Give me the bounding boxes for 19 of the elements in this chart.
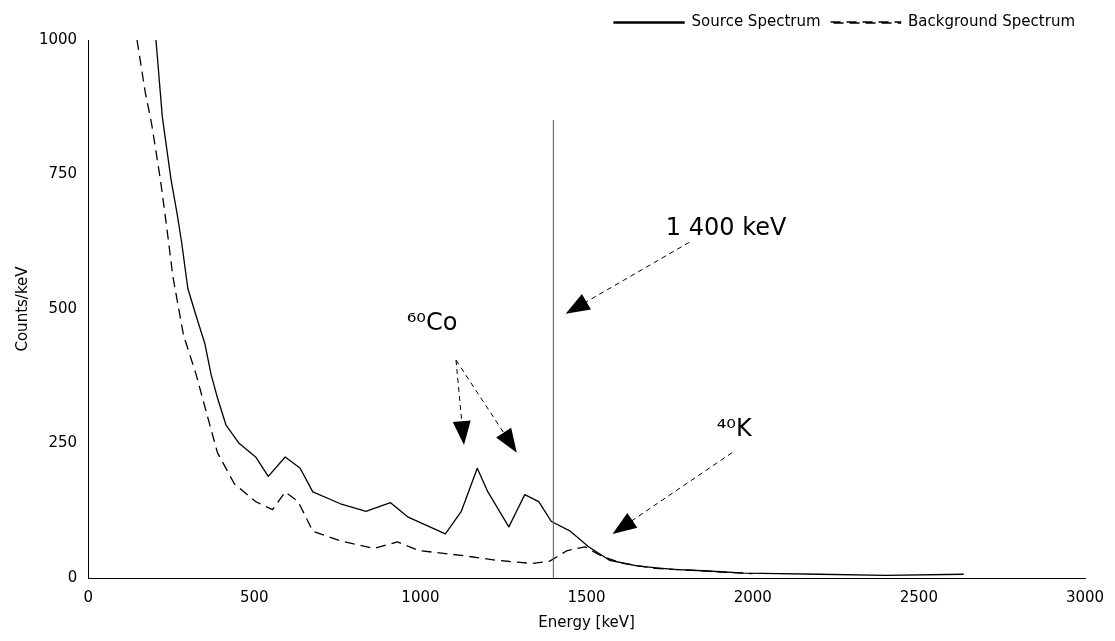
legend-label: Source Spectrum: [691, 12, 821, 31]
x-tick-label: 3000: [1065, 587, 1105, 606]
x-tick-label: 0: [83, 587, 93, 606]
x-tick-label: 2500: [899, 587, 938, 606]
x-tick-label: 1000: [401, 587, 440, 606]
annotation: ⁶⁰Co: [406, 307, 458, 336]
y-tick-label: 750: [48, 164, 78, 183]
x-axis-title: Energy [keV]: [538, 612, 635, 631]
x-tick-label: 1500: [567, 587, 606, 606]
y-tick-label: 250: [48, 433, 78, 452]
legend-label: Background Spectrum: [908, 12, 1076, 31]
annotation: ⁴⁰K: [716, 414, 753, 443]
y-axis-title: Counts/keV: [12, 265, 31, 352]
y-tick-label: 500: [48, 298, 78, 317]
y-tick-label: 0: [67, 567, 78, 586]
annotation: 1 400 keV: [665, 212, 788, 241]
x-tick-label: 2000: [733, 587, 772, 606]
x-tick-label: 500: [239, 587, 269, 606]
y-tick-label: 1000: [38, 29, 78, 48]
